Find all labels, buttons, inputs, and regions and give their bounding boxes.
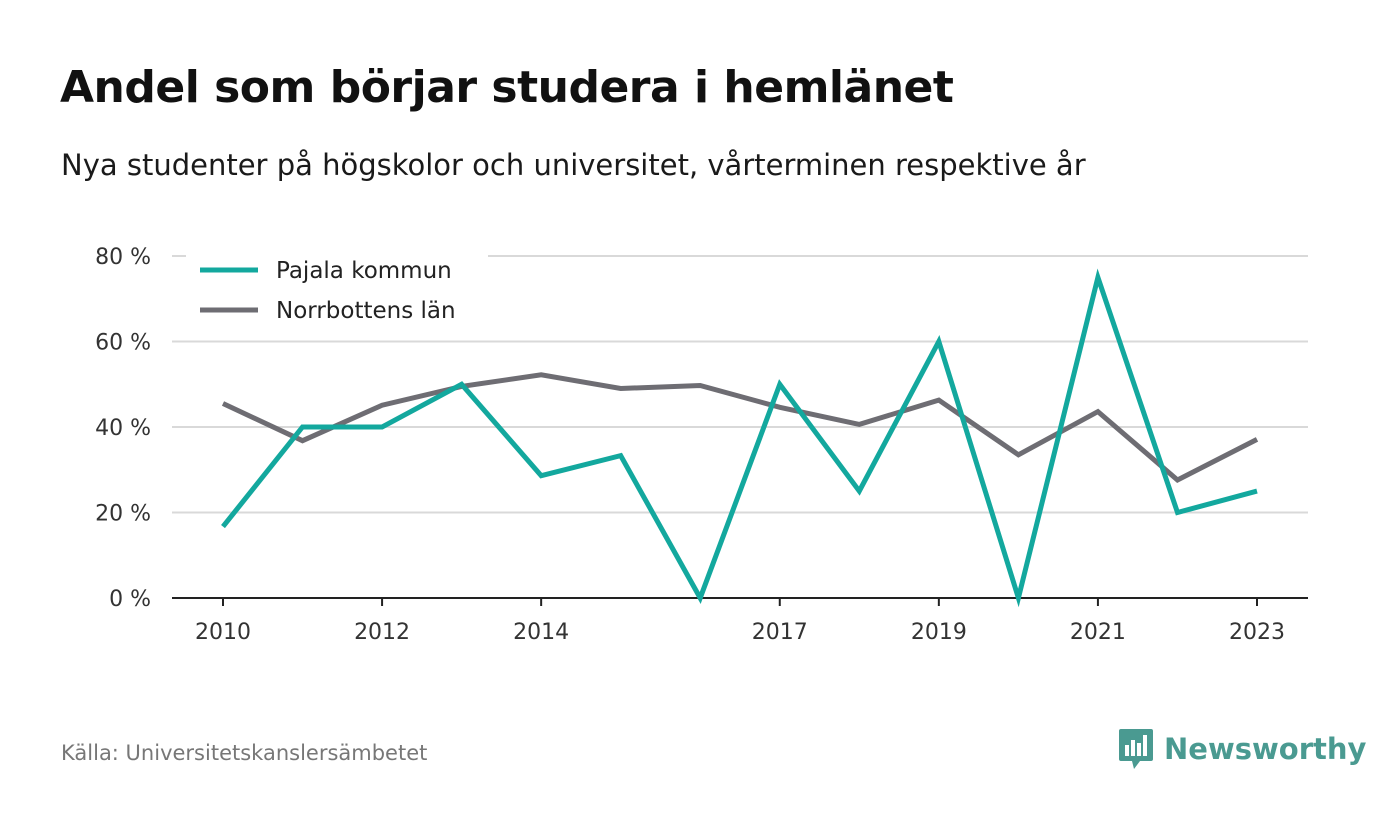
series-line-2 [221, 372, 1259, 483]
y-tick-label: 80 % [95, 245, 151, 270]
legend-label: Norrbottens län [276, 298, 456, 324]
y-tick-label: 60 % [95, 331, 151, 356]
line-chart: 0 % 20 % 40 % 60 % 80 % 2010 2012 2014 2017 2019 2… [95, 240, 1308, 645]
y-tick-label: 20 % [95, 502, 151, 527]
x-tick-label: 2014 [513, 620, 569, 645]
legend-label: Pajala kommun [276, 258, 452, 284]
x-tick-label: 2012 [354, 620, 410, 645]
legend-background [186, 240, 488, 336]
brand-name: Newsworthy [1164, 732, 1367, 766]
chart-title: Andel som börjar studera i hemlänet [60, 62, 954, 113]
brand-logo: Newsworthy [1118, 727, 1366, 771]
x-tick-label: 2017 [752, 620, 808, 645]
x-tick-label: 2010 [195, 620, 251, 645]
legend: Pajala kommun Norrbottens län [186, 240, 488, 336]
bar-chart-speech-bubble-icon [1119, 729, 1153, 769]
series-lines [221, 268, 1259, 608]
x-tick-label: 2019 [911, 620, 967, 645]
chart-subtitle: Nya studenter på högskolor och universit… [61, 148, 1086, 182]
y-tick-label: 0 % [109, 587, 151, 612]
source-note: Källa: Universitetskanslersämbetet [61, 741, 428, 765]
y-tick-label: 40 % [95, 416, 151, 441]
series-line-1 [221, 268, 1258, 608]
axes: 0 % 20 % 40 % 60 % 80 % 2010 2012 2014 2017 2019 2… [95, 245, 1308, 645]
x-tick-label: 2021 [1070, 620, 1126, 645]
x-tick-label: 2023 [1229, 620, 1285, 645]
